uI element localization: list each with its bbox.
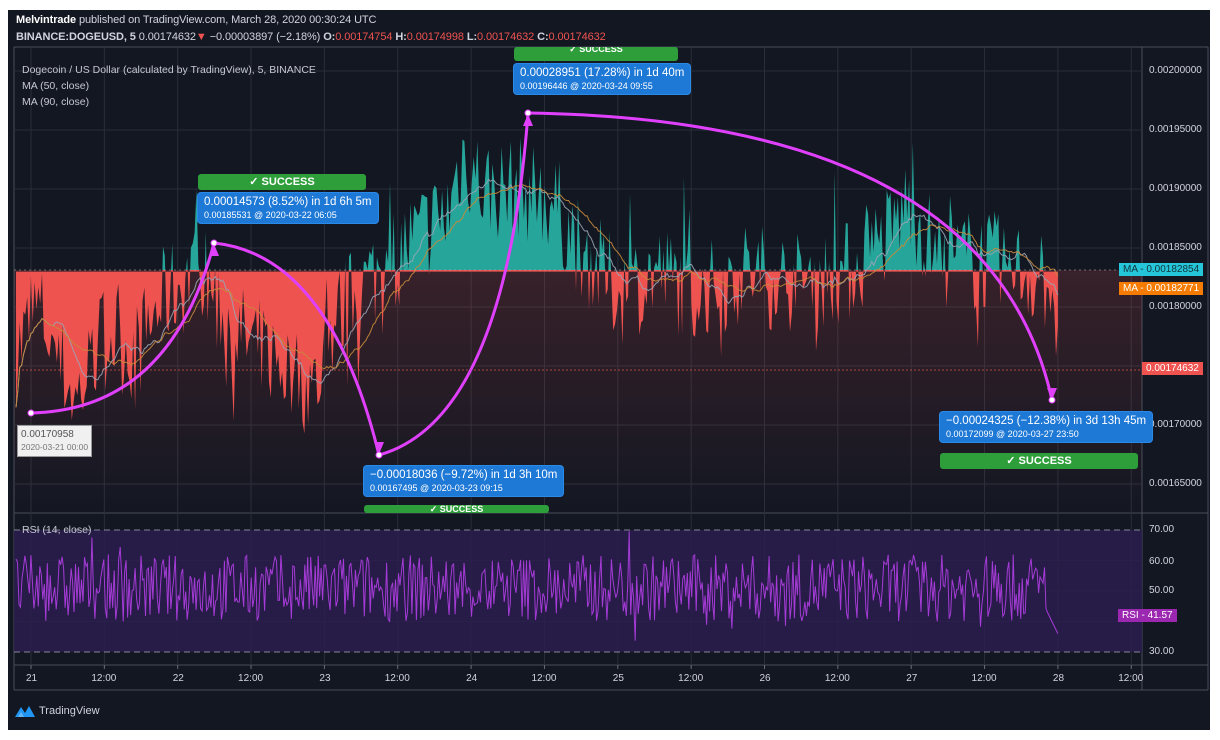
close-value: 0.00174632 <box>548 31 606 43</box>
open-value: 0.00174754 <box>335 31 393 43</box>
callout-4-change: −0.00024325 (−12.38%) in 3d 13h 45m <box>946 415 1147 427</box>
chart-legend-title[interactable]: Dogecoin / US Dollar (calculated by Trad… <box>22 64 316 76</box>
publish-info: Melvintrade published on TradingView.com… <box>16 14 376 26</box>
rsi-tick: 60.00 <box>1149 556 1175 567</box>
legend-ma50[interactable]: MA (50, close) <box>22 80 90 92</box>
ma90-tag-label: MA <box>1123 283 1138 294</box>
time-tick: 12:00 <box>91 673 117 684</box>
projection-callout-2[interactable]: −0.00018036 (−9.72%) in 1d 3h 10m 0.0016… <box>364 466 564 496</box>
callout-3-target: 0.00196446 @ 2020-03-24 09:55 <box>520 81 653 91</box>
baseline-area-up <box>162 137 1044 270</box>
time-tick: 27 <box>906 673 918 684</box>
symbol-info: BINANCE:DOGEUSD, 5 0.00174632▼ −0.000038… <box>16 31 606 43</box>
rsi-value-tag: RSI - 41.57 <box>1118 609 1177 622</box>
callout-2-change: −0.00018036 (−9.72%) in 1d 3h 10m <box>370 469 558 481</box>
time-tick: 12:00 <box>678 673 704 684</box>
time-tick: 25 <box>612 673 624 684</box>
ma50-tag-label: MA <box>1123 264 1138 275</box>
tradingview-logo-icon <box>15 706 35 717</box>
tradingview-logo[interactable]: TradingView <box>14 704 100 718</box>
success-badge-2: ✓ SUCCESS <box>364 505 549 513</box>
projection-callout-1[interactable]: 0.00014573 (8.52%) in 1d 6h 5m 0.0018553… <box>198 193 378 223</box>
callout-3-change: 0.00028951 (17.28%) in 1d 40m <box>520 67 685 79</box>
brand-name: TradingView <box>39 705 100 717</box>
price-tick: 0.00170000 <box>1149 419 1202 430</box>
ma90-line <box>15 183 1059 408</box>
last-price: 0.00174632 <box>138 31 196 43</box>
projection-callout-4[interactable]: −0.00024325 (−12.38%) in 3d 13h 45m 0.00… <box>940 412 1153 442</box>
legend-ma90[interactable]: MA (90, close) <box>22 96 90 108</box>
price-change: −0.00003897 (−2.18%) <box>209 31 321 43</box>
rsi-tick: 30.00 <box>1149 646 1175 657</box>
start-point-label: 0.00170958 2020-03-21 00:00 <box>17 425 93 457</box>
time-tick: 24 <box>466 673 478 684</box>
price-tick: 0.00180000 <box>1149 301 1202 312</box>
callout-1-target: 0.00185531 @ 2020-03-22 06:05 <box>204 210 337 220</box>
rsi-line <box>15 531 1059 641</box>
close-label: C: <box>537 31 549 43</box>
time-tick: 23 <box>319 673 331 684</box>
time-tick: 12:00 <box>238 673 264 684</box>
start-price: 0.00170958 <box>21 429 74 440</box>
time-tick: 22 <box>172 673 184 684</box>
rsi-tag-value: 41.57 <box>1147 610 1173 621</box>
price-tick: 0.00195000 <box>1149 124 1202 135</box>
baseline-area-down <box>16 270 1058 434</box>
rsi-tick: 70.00 <box>1149 524 1175 535</box>
legend-rsi[interactable]: RSI (14, close) <box>22 524 92 536</box>
time-tick: 21 <box>26 673 38 684</box>
open-label: O: <box>323 31 336 43</box>
time-tick: 12:00 <box>824 673 850 684</box>
time-tick: 12:00 <box>1118 673 1144 684</box>
projection-callout-3[interactable]: 0.00028951 (17.28%) in 1d 40m 0.00196446… <box>514 64 691 94</box>
price-tick: 0.00200000 <box>1149 65 1202 76</box>
time-tick: 28 <box>1052 673 1065 684</box>
time-tick: 12:00 <box>971 673 997 684</box>
last-price-tag: 0.00174632 <box>1142 362 1203 375</box>
high-value: 0.00174998 <box>406 31 464 43</box>
low-label: L: <box>466 31 478 43</box>
published-text: published on TradingView.com, March 28, … <box>76 14 377 26</box>
ma90-price-tag: MA - 0.00182771 <box>1119 282 1204 295</box>
symbol-name: BINANCE:DOGEUSD, 5 <box>16 31 136 43</box>
ma50-tag-value: 0.00182854 <box>1146 264 1200 275</box>
start-date: 2020-03-21 00:00 <box>21 442 89 452</box>
ma90-tag-value: 0.00182771 <box>1146 283 1200 294</box>
rsi-tick: 50.00 <box>1149 585 1175 596</box>
time-tick: 26 <box>759 673 771 684</box>
callout-4-target: 0.00172099 @ 2020-03-27 23:50 <box>946 429 1079 439</box>
callout-1-change: 0.00014573 (8.52%) in 1d 6h 5m <box>204 196 372 208</box>
success-badge-1: ✓ SUCCESS <box>198 174 366 190</box>
price-tick: 0.00185000 <box>1149 242 1202 253</box>
success-badge-3: ✓ SUCCESS <box>514 47 678 61</box>
price-tick: 0.00190000 <box>1149 183 1202 194</box>
time-tick: 12:00 <box>384 673 410 684</box>
price-tick: 0.00165000 <box>1149 478 1202 489</box>
time-tick: 12:00 <box>531 673 557 684</box>
ma50-price-tag: MA - 0.00182854 <box>1119 263 1204 276</box>
projection-arcs <box>29 111 1054 457</box>
callout-2-target: 0.00167495 @ 2020-03-23 09:15 <box>370 483 503 493</box>
down-arrow-icon: ▼ <box>195 31 207 43</box>
publisher-name[interactable]: Melvintrade <box>16 14 77 26</box>
low-value: 0.00174632 <box>477 31 535 43</box>
high-label: H: <box>395 31 407 43</box>
success-badge-4: ✓ SUCCESS <box>940 453 1138 469</box>
rsi-tag-label: RSI <box>1122 610 1139 621</box>
